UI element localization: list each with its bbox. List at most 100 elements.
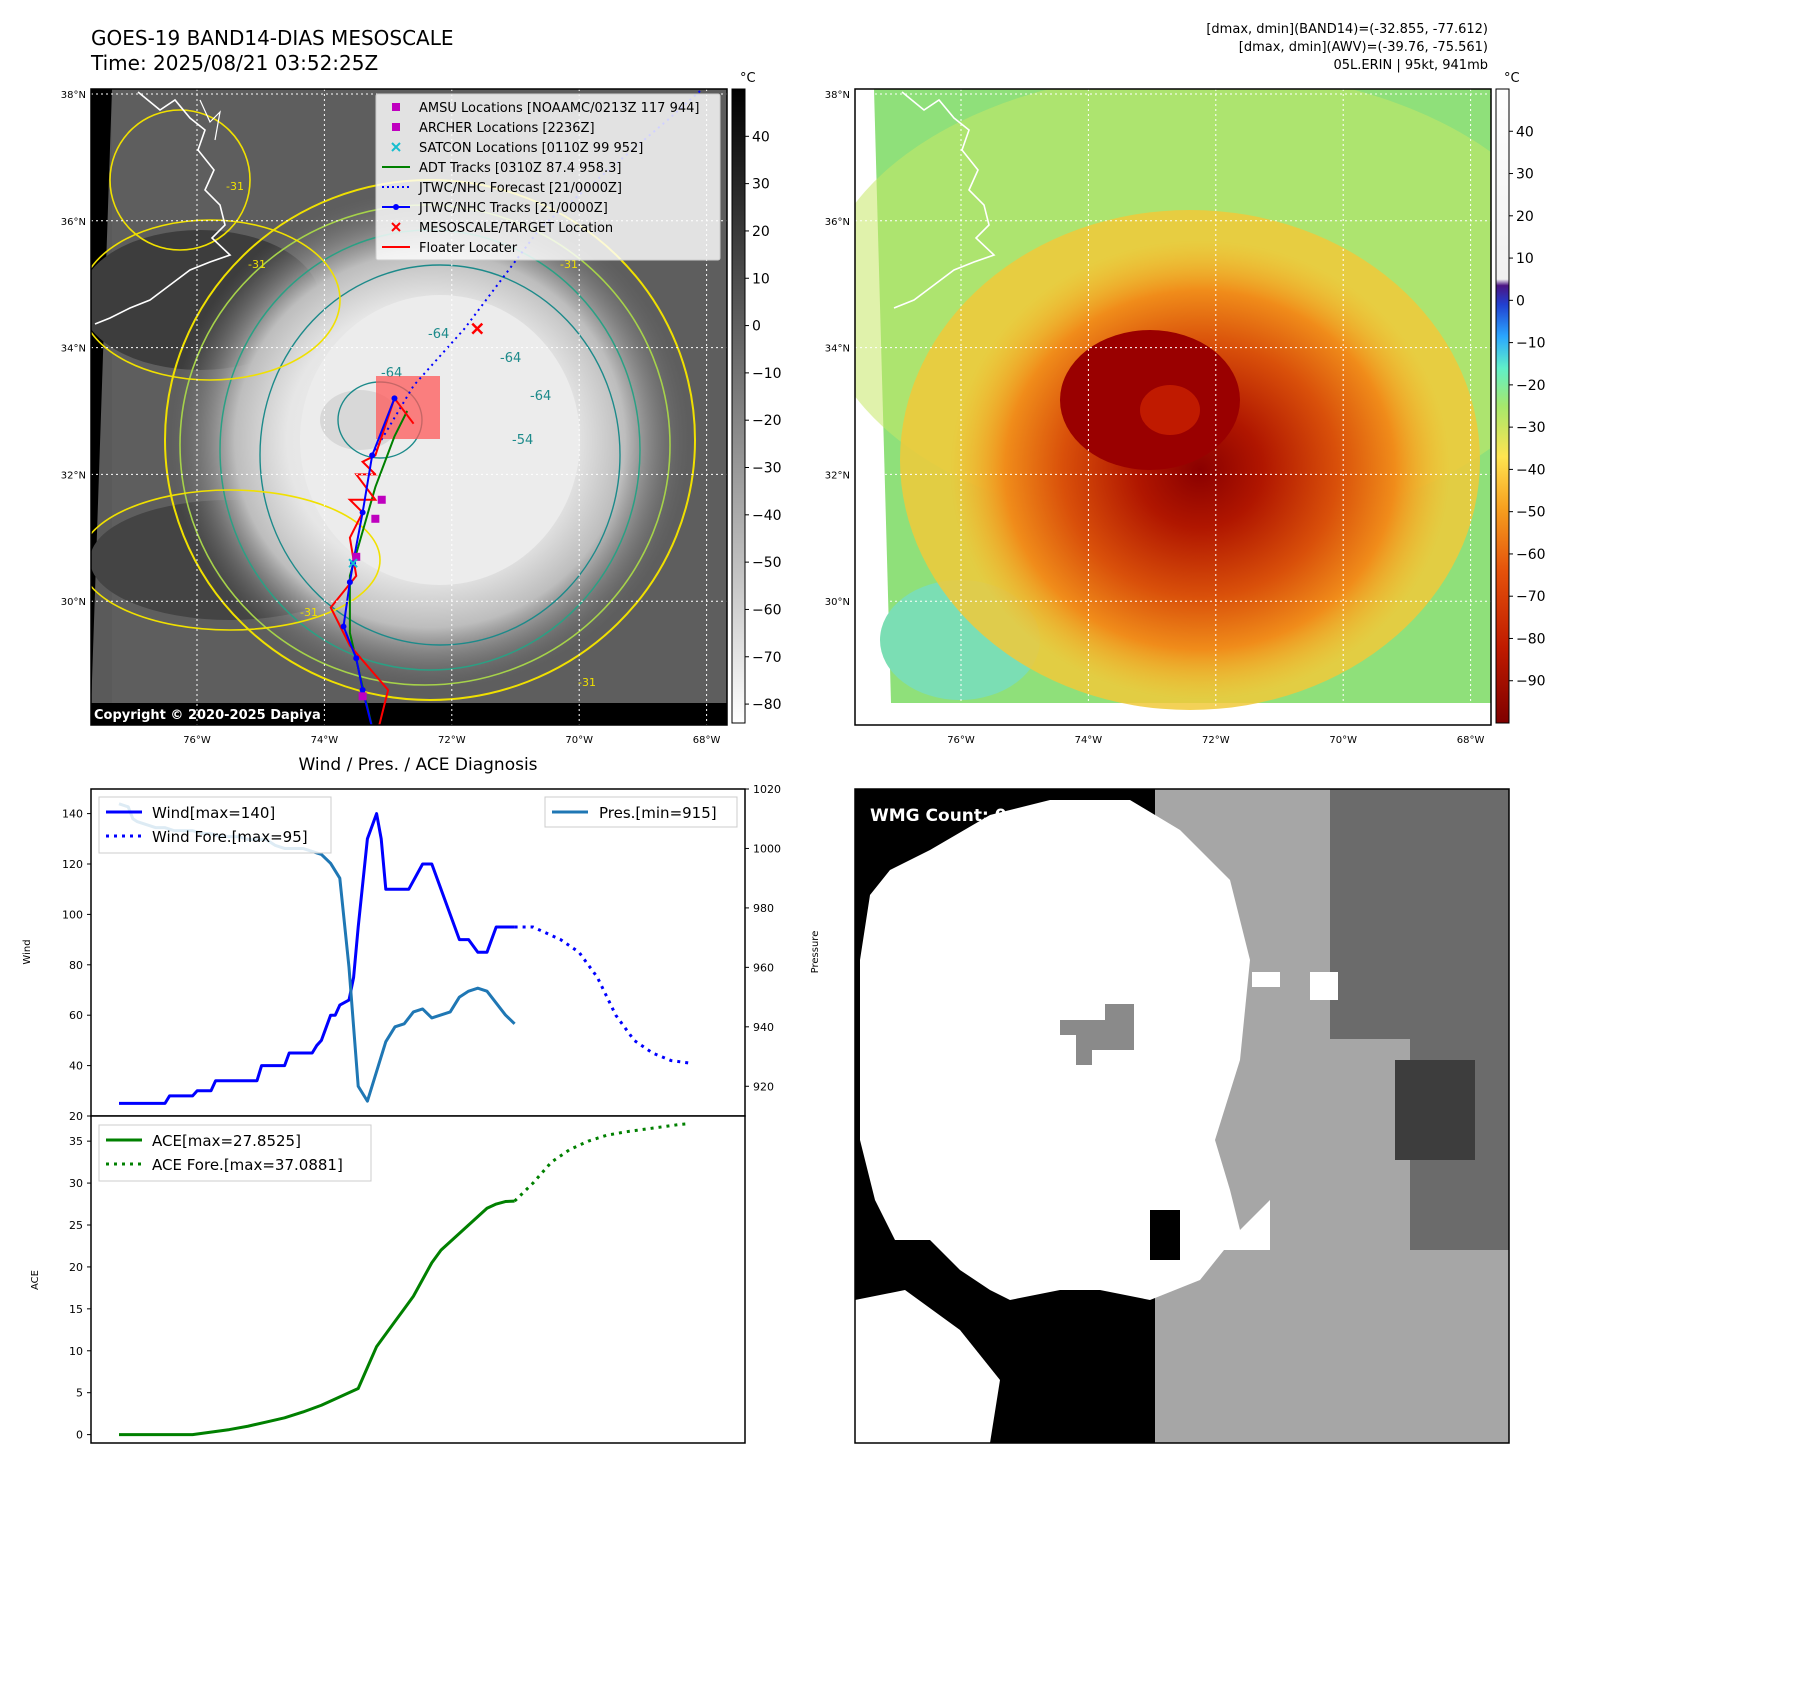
jtwc-track-point [359, 686, 366, 693]
lon-label: 74°W [311, 735, 339, 746]
colorbar-tick-label: −20 [1516, 378, 1546, 394]
satcon-point [348, 558, 358, 568]
copyright: Copyright © 2020-2025 Dapiya [94, 708, 321, 723]
ace-ytick-label: 5 [76, 1387, 83, 1400]
colorbar-tick-label: −50 [1516, 505, 1546, 521]
title-line2: Time: 2025/08/21 03:52:25Z [90, 51, 378, 75]
lon-label: 68°W [693, 735, 721, 746]
lon-label: 70°W [1329, 735, 1357, 746]
colorbar-tick-label: −30 [752, 461, 782, 477]
series-ace-fore- [513, 1122, 690, 1203]
pressure-ytick-label: 920 [753, 1080, 774, 1093]
colorbar-tick-label: −60 [752, 602, 782, 618]
pressure-axis-label: Pressure [810, 931, 821, 974]
lon-label: 76°W [947, 735, 975, 746]
lon-label: 76°W [183, 735, 211, 746]
lat-label: 32°N [825, 470, 850, 481]
colorbar-tick-label: −80 [1516, 631, 1546, 647]
colorbar-tick-label: 0 [1516, 293, 1525, 309]
target-box [376, 376, 440, 439]
wind-ytick-label: 60 [69, 1009, 83, 1022]
legend-marker [392, 103, 400, 111]
lon-label: 68°W [1457, 735, 1485, 746]
lon-label: 72°W [438, 735, 466, 746]
colorbar-tick-label: −30 [1516, 420, 1546, 436]
ace-ytick-label: 0 [76, 1429, 83, 1442]
contour-label: -31 [578, 676, 596, 689]
contour-label: -64 [428, 327, 449, 342]
wind-axis-label: Wind [22, 939, 33, 964]
series-wind [119, 812, 515, 1105]
jtwc-track-point [346, 579, 353, 586]
colorbar-tick-label: 10 [752, 271, 770, 287]
archer-point [377, 495, 386, 504]
contour-label: -31 [248, 258, 266, 271]
ace-ytick-label: 10 [69, 1345, 83, 1358]
contour-label: -64 [500, 351, 521, 366]
ace-legend-box [98, 1124, 372, 1182]
wind-ytick-label: 80 [69, 959, 83, 972]
colorbar-tick-label: 20 [752, 224, 770, 240]
colorbar-tick-label: −40 [1516, 462, 1546, 478]
wmg-count: WMG Count: 0 [870, 806, 1007, 826]
jtwc-track-point [369, 452, 376, 459]
jtwc-track-point [353, 655, 360, 662]
jtwc-forecast-line [371, 89, 704, 456]
lat-label: 34°N [825, 344, 850, 355]
legend-label: Wind[max=140] [152, 804, 275, 822]
ace-ytick-label: 30 [69, 1177, 83, 1190]
colorbar-tick-label: −70 [1516, 589, 1546, 605]
colorbar-tick-label: 20 [1516, 209, 1534, 225]
dmax-awv: [dmax, dmin](AWV)=(-39.76, -75.561) [1239, 40, 1488, 55]
wind-ytick-label: 20 [69, 1110, 83, 1123]
ace-axis-label: ACE [30, 1270, 41, 1290]
wind-legend-box [98, 796, 332, 854]
lat-label: 38°N [61, 90, 86, 101]
pressure-ytick-label: 960 [753, 961, 774, 974]
wind-ytick-label: 120 [62, 858, 83, 871]
figure: GOES-19 BAND14-DIAS MESOSCALE Time: 2025… [22, 22, 1546, 1444]
colorbar-tick-label: −70 [752, 650, 782, 666]
legend-label: SATCON Locations [0110Z 99 952] [419, 141, 643, 156]
legend-label: JTWC/NHC Tracks [21/0000Z] [418, 201, 608, 216]
legend-label: Wind Fore.[max=95] [152, 828, 308, 846]
lat-label: 34°N [61, 344, 86, 355]
series-wind-fore- [514, 925, 690, 1065]
wind-chart-area [90, 788, 746, 1117]
colorbar-left: °C 40 30 20 10 0 −10 −20 −30 −40 −50 −60 −70 −80 [731, 71, 782, 724]
legend-label: Floater Locater [419, 241, 518, 256]
legend-marker [391, 142, 401, 152]
series-ace [119, 1199, 515, 1437]
coastline [94, 91, 232, 325]
lat-label: 32°N [61, 470, 86, 481]
lat-label: 30°N [61, 597, 86, 608]
colorbar-tick-label: −50 [752, 555, 782, 571]
colorbar-tick-label: 40 [1516, 124, 1534, 140]
contour-label: -54 [512, 433, 533, 448]
legend-marker [391, 222, 401, 232]
legend-label: Pres.[min=915] [599, 804, 717, 822]
lat-label: 36°N [61, 217, 86, 228]
colorbar-tick-label: −10 [752, 366, 782, 382]
pressure-ytick-label: 940 [753, 1021, 774, 1034]
legend-label: ACE[max=27.8525] [152, 1132, 301, 1150]
colorbar-right: °C 40 30 20 10 0 −10 −20 −30 −40 −50 −60 −70 −80 −90 [1495, 71, 1546, 724]
ace-ytick-label: 20 [69, 1261, 83, 1274]
ace-ytick-label: 15 [69, 1303, 83, 1316]
legend-label: MESOSCALE/TARGET Location [419, 221, 613, 236]
lon-label: 74°W [1075, 735, 1103, 746]
lon-label: 72°W [1202, 735, 1230, 746]
legend-label: JTWC/NHC Forecast [21/0000Z] [418, 181, 622, 196]
legend-label: ACE Fore.[max=37.0881] [152, 1156, 343, 1174]
map-legend: AMSU Locations [NOAAMC/0213Z 117 944] ARC… [375, 93, 721, 261]
lon-label: 70°W [565, 735, 593, 746]
contour-label: -64 [530, 389, 551, 404]
colorbar-tick-label: −20 [752, 413, 782, 429]
colorbar-tick-label: −80 [752, 697, 782, 713]
mesoscale-target-point [471, 322, 484, 335]
colorbar-right-unit: °C [1504, 71, 1520, 86]
colorbar-tick-label: 30 [1516, 167, 1534, 183]
colorbar-tick-label: −10 [1516, 336, 1546, 352]
pressure-ytick-label: 1020 [753, 783, 781, 796]
coastline [893, 91, 996, 309]
